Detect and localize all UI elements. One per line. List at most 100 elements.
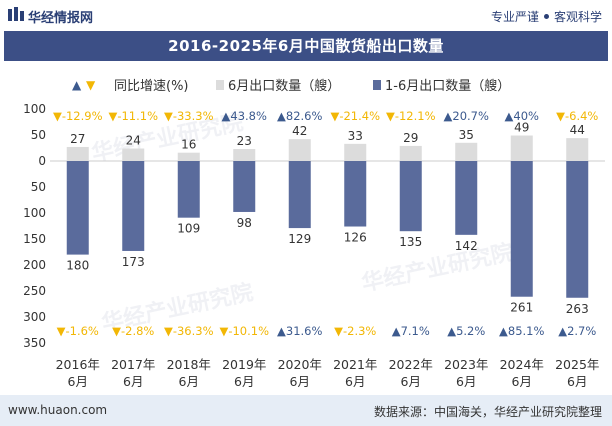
x-tick-label-month: 6月 xyxy=(123,374,143,389)
x-tick-label-month: 6月 xyxy=(68,374,88,389)
bar-month xyxy=(122,148,145,161)
site-name: 华经情报网 xyxy=(28,11,94,26)
label-month: 29 xyxy=(403,131,418,145)
x-tick-label-year: 2018年 xyxy=(167,357,211,372)
y-tick-label: 50 xyxy=(31,128,46,142)
bar-ytd xyxy=(344,161,367,227)
bar-ytd xyxy=(66,161,89,255)
x-tick-label-month: 6月 xyxy=(179,374,199,389)
y-tick-label: 250 xyxy=(23,284,46,298)
label-ytd: 129 xyxy=(288,232,311,246)
y-tick-label: 200 xyxy=(23,258,46,272)
growth-ytd-label: ▼-1.6% xyxy=(57,324,99,338)
x-tick-label-month: 6月 xyxy=(290,374,310,389)
legend-growth: 同比增速(%) xyxy=(114,79,189,94)
label-month: 24 xyxy=(126,134,141,148)
legend-ytd-swatch xyxy=(373,80,381,90)
growth-month-label: ▼-33.3% xyxy=(164,109,214,123)
growth-month-label: ▲82.6% xyxy=(277,109,322,123)
legend-month-swatch xyxy=(216,80,224,90)
label-month: 42 xyxy=(292,124,307,138)
slogan-right: 客观科学 xyxy=(553,10,602,24)
bar-ytd xyxy=(566,161,589,298)
label-month: 49 xyxy=(514,121,529,135)
growth-month-label: ▲40% xyxy=(505,109,539,123)
y-tick-label: 300 xyxy=(23,310,46,324)
growth-month-label: ▼-21.4% xyxy=(330,109,380,123)
label-ytd: 173 xyxy=(122,255,145,269)
slogan-left: 专业严谨 xyxy=(490,10,539,24)
y-tick-label: 50 xyxy=(31,180,46,194)
growth-month-label: ▲20.7% xyxy=(444,109,489,123)
growth-ytd-label: ▼-36.3% xyxy=(164,324,214,338)
x-tick-label-month: 6月 xyxy=(456,374,476,389)
bar-month xyxy=(233,149,256,161)
bar-month xyxy=(455,142,478,161)
bar-month xyxy=(288,139,311,161)
x-tick-label-year: 2017年 xyxy=(111,357,155,372)
x-tick-label-year: 2020年 xyxy=(278,357,322,372)
label-ytd: 180 xyxy=(66,259,89,273)
x-tick-label-year: 2023年 xyxy=(444,357,488,372)
growth-ytd-label: ▲85.1% xyxy=(499,324,544,338)
y-tick-label: 100 xyxy=(23,206,46,220)
growth-ytd-label: ▲2.7% xyxy=(558,324,596,338)
logo-icon xyxy=(8,7,24,21)
growth-ytd-label: ▲5.2% xyxy=(447,324,485,338)
bar-ytd xyxy=(233,161,256,212)
chart-title: 2016-2025年6月中国散货船出口数量 xyxy=(4,31,608,61)
bar-ytd xyxy=(177,161,200,218)
label-month: 23 xyxy=(237,134,252,148)
x-tick-label-month: 6月 xyxy=(401,374,421,389)
x-tick-label-month: 6月 xyxy=(567,374,587,389)
label-month: 27 xyxy=(70,132,85,146)
growth-month-label: ▼-12.1% xyxy=(386,109,436,123)
label-month: 16 xyxy=(181,138,196,152)
x-tick-label-year: 2024年 xyxy=(500,357,544,372)
x-tick-label-month: 6月 xyxy=(512,374,532,389)
x-tick-label-year: 2025年 xyxy=(555,357,599,372)
bar-ytd xyxy=(455,161,478,235)
growth-ytd-label: ▲31.6% xyxy=(277,324,322,338)
growth-ytd-label: ▼-2.3% xyxy=(334,324,376,338)
label-ytd: 98 xyxy=(237,216,252,230)
bar-month xyxy=(399,145,422,161)
label-ytd: 135 xyxy=(399,235,422,249)
growth-ytd-label: ▲7.1% xyxy=(392,324,430,338)
growth-month-label: ▼-6.4% xyxy=(556,109,598,123)
y-tick-label: 150 xyxy=(23,232,46,246)
label-ytd: 142 xyxy=(455,239,478,253)
growth-ytd-label: ▼-2.8% xyxy=(112,324,154,338)
legend-month: 6月出口数量（艘） xyxy=(228,78,340,94)
growth-month-label: ▲43.8% xyxy=(222,109,267,123)
label-ytd: 261 xyxy=(510,301,533,315)
label-ytd: 263 xyxy=(566,302,589,316)
bar-ytd xyxy=(399,161,422,232)
x-tick-label-month: 6月 xyxy=(234,374,254,389)
growth-month-label: ▼-12.9% xyxy=(53,109,103,123)
bar-ytd xyxy=(510,161,533,297)
x-tick-label-year: 2019年 xyxy=(222,357,266,372)
x-tick-label-year: 2021年 xyxy=(333,357,377,372)
footer-url[interactable]: www.huaon.com xyxy=(8,403,108,417)
bar-month xyxy=(510,135,533,161)
x-tick-label-month: 6月 xyxy=(345,374,365,389)
bar-month xyxy=(177,152,200,161)
label-month: 44 xyxy=(570,123,585,137)
x-tick-label-year: 2022年 xyxy=(389,357,433,372)
data-source: 数据来源：中国海关，华经产业研究院整理 xyxy=(373,405,602,419)
growth-ytd-label: ▼-10.1% xyxy=(219,324,269,338)
y-tick-label: 0 xyxy=(38,154,46,168)
legend-up-icon: ▲ xyxy=(72,78,82,92)
chart: ▲ ▼ 同比增速(%) 6月出口数量（艘） 1-6月出口数量（艘） 100 50 0 50 100… xyxy=(23,78,605,389)
label-month: 35 xyxy=(459,128,474,142)
footer: www.huaon.com 数据来源：中国海关，华经产业研究院整理 xyxy=(0,395,612,426)
bar-ytd xyxy=(122,161,145,251)
y-tick-label: 100 xyxy=(23,102,46,116)
x-tick-label-year: 2016年 xyxy=(56,357,100,372)
slogan: 专业严谨 客观科学 xyxy=(491,8,602,25)
bar-month xyxy=(344,143,367,161)
y-tick-label: 350 xyxy=(23,336,46,350)
header-bar: 华经情报网 专业严谨 客观科学 xyxy=(0,0,612,30)
bar-month xyxy=(66,146,89,161)
